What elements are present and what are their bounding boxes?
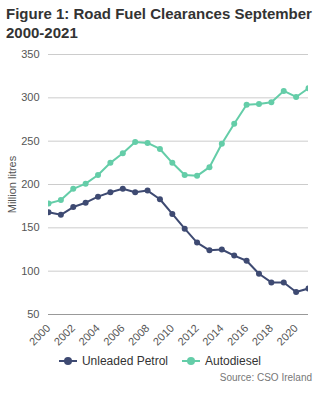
svg-text:2004: 2004 (76, 322, 102, 348)
svg-text:2014: 2014 (200, 322, 226, 348)
svg-text:2010: 2010 (150, 322, 176, 348)
svg-text:2006: 2006 (101, 322, 127, 348)
svg-text:2002: 2002 (51, 322, 77, 348)
svg-text:2020: 2020 (274, 322, 300, 348)
svg-text:350: 350 (21, 48, 39, 60)
svg-text:2012: 2012 (175, 322, 201, 348)
svg-text:2018: 2018 (249, 322, 275, 348)
svg-text:50: 50 (27, 308, 39, 320)
svg-text:Million litres: Million litres (6, 155, 18, 213)
svg-text:250: 250 (21, 135, 39, 147)
svg-text:2008: 2008 (126, 322, 152, 348)
svg-text:150: 150 (21, 221, 39, 233)
svg-text:300: 300 (21, 91, 39, 103)
svg-text:2016: 2016 (225, 322, 251, 348)
svg-text:2000: 2000 (27, 322, 53, 348)
html-text:Source: CSO Ireland: Source: CSO Ireland (219, 372, 312, 383)
svg-text:200: 200 (21, 178, 39, 190)
html-text:Figure 1: Road Fuel Clearances: Figure 1: Road Fuel Clearances September… (6, 5, 312, 41)
html-text:Unleaded Petrol: Unleaded Petrol (81, 354, 168, 368)
html-text:Autodiesel: Autodiesel (205, 354, 261, 368)
svg-text:100: 100 (21, 265, 39, 277)
